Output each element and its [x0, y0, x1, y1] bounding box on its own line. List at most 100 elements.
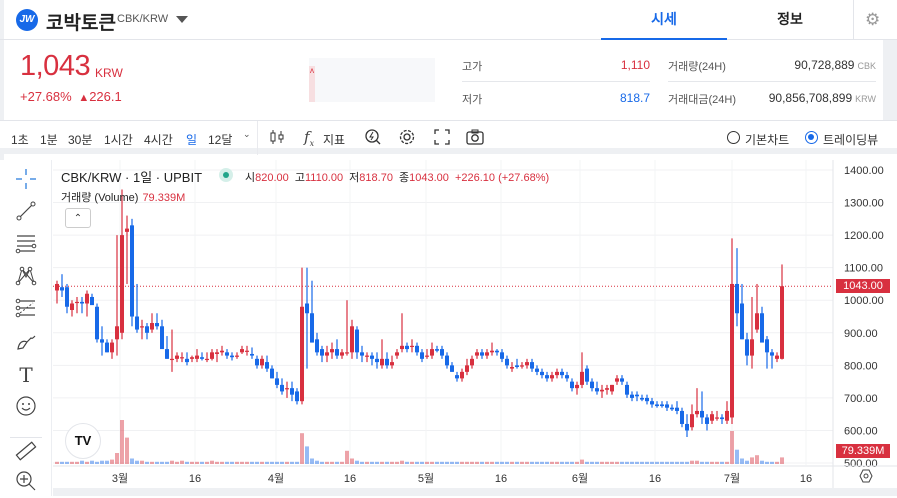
coin-pair[interactable]: CBK/KRW — [117, 13, 169, 25]
divider — [462, 81, 650, 82]
crosshair-icon[interactable] — [14, 168, 38, 192]
timeframe-30m[interactable]: 30분 — [68, 133, 93, 147]
camera-icon[interactable] — [465, 128, 485, 150]
tab-quote[interactable]: 시세 — [601, 0, 727, 40]
mini-bar — [309, 66, 315, 102]
text-tool-icon[interactable]: T — [19, 363, 33, 387]
tab-info[interactable]: 정보 — [777, 11, 803, 27]
high-value: 1110.00 — [304, 172, 344, 184]
svg-text:1100.00: 1100.00 — [844, 263, 883, 275]
up-arrow-icon: ▲ — [78, 92, 90, 104]
amount-24h-number: 90,856,708,899 — [768, 91, 853, 105]
volume-24h-unit: CBK — [857, 61, 876, 71]
change-percent: +27.68% — [20, 89, 72, 104]
ruler-icon[interactable] — [14, 440, 38, 464]
volume-badge: 79.339M — [836, 444, 890, 458]
radio-tradingview[interactable] — [805, 131, 818, 144]
timeframe-4h[interactable]: 4시간 — [144, 133, 173, 147]
amount-24h-label: 거래대금(24H) — [668, 94, 736, 106]
low-label: 저가 — [462, 94, 483, 106]
open-value: 820.00 — [255, 172, 289, 184]
svg-text:16: 16 — [189, 473, 201, 485]
divider — [257, 121, 258, 155]
timeframe-1h[interactable]: 1시간 — [104, 133, 133, 147]
volume-24h-number: 90,728,889 — [794, 58, 855, 72]
volume-value: 79.339M — [142, 192, 186, 204]
svg-text:4월: 4월 — [268, 472, 284, 485]
coin-header: JW 코박토큰 CBK/KRW 시세 정보 ⚙ — [0, 0, 897, 40]
amount-24h-value: 90,856,708,899 KRW — [730, 91, 876, 105]
price-unit: KRW — [95, 66, 123, 80]
high-label: 고가 — [462, 61, 483, 73]
mini-sparkline-chart: ʌ — [309, 58, 435, 102]
svg-text:16: 16 — [800, 473, 812, 485]
volume-24h-label: 거래량(24H) — [668, 61, 726, 73]
basic-chart-label[interactable]: 기본차트 — [745, 133, 790, 147]
axis-settings-icon[interactable] — [859, 469, 873, 486]
settings-icon[interactable] — [398, 128, 416, 150]
tradingview-label[interactable]: 트레이딩뷰 — [823, 133, 879, 147]
volume-label: 거래량 (Volume) — [61, 192, 139, 204]
sparkline: ʌ — [310, 66, 314, 75]
chart-toolbar: 1초 1분 30분 1시간 4시간 일 12달 ⌄ fx 지표 기본차트 트레이… — [0, 120, 897, 155]
candlestick-chart-svg[interactable]: 1400.00 1300.00 1200.00 1100.00 1000.00 900.0… — [53, 160, 897, 496]
svg-text:6월: 6월 — [572, 472, 588, 485]
low-value: 818.70 — [359, 172, 393, 184]
emoji-icon[interactable] — [14, 395, 38, 419]
pattern-icon[interactable] — [14, 265, 38, 289]
fib-retracement-icon[interactable] — [14, 297, 38, 321]
low-value: 818.7 — [619, 91, 650, 105]
change-amount: 226.1 — [89, 89, 122, 104]
divider — [853, 0, 854, 40]
last-price-badge: 1043.00 — [836, 279, 890, 293]
svg-text:5월: 5월 — [418, 472, 434, 485]
volume-legend: 거래량 (Volume) 79.339M — [61, 189, 185, 205]
close-value: 1043.00 — [409, 172, 449, 184]
indicator-button[interactable]: 지표 — [323, 133, 346, 147]
svg-text:16: 16 — [649, 473, 661, 485]
radio-basic-chart[interactable] — [727, 131, 740, 144]
timeframe-1m[interactable]: 1분 — [40, 133, 58, 147]
amount-24h-unit: KRW — [855, 94, 876, 104]
zoom-in-icon[interactable] — [14, 470, 38, 494]
low-label: 저 — [349, 172, 360, 184]
svg-text:3월: 3월 — [112, 472, 128, 485]
gear-icon[interactable]: ⚙ — [865, 10, 881, 29]
close-label: 종 — [399, 172, 410, 184]
timeframe-1s[interactable]: 1초 — [11, 133, 29, 147]
change-value: +226.10 (+27.68%) — [454, 172, 550, 184]
function-icon[interactable]: fx — [304, 128, 315, 148]
tradingview-logo[interactable]: TV — [65, 423, 101, 459]
quick-search-icon[interactable] — [364, 128, 382, 150]
svg-text:7월: 7월 — [724, 472, 740, 485]
svg-text:500.00: 500.00 — [844, 458, 878, 470]
brush-icon[interactable] — [14, 330, 38, 354]
high-value: 1,110 — [620, 58, 650, 72]
svg-text:1400.00: 1400.00 — [844, 165, 884, 177]
coin-name[interactable]: 코박토큰 — [46, 13, 116, 34]
chart-symbol-title: CBK/KRW · 1일 · UPBIT — [61, 170, 203, 185]
price-chart[interactable]: 1400.00 1300.00 1200.00 1100.00 1000.00 900.0… — [53, 160, 897, 496]
scrollbar-track[interactable] — [883, 40, 897, 120]
market-status-icon — [219, 168, 233, 182]
timeframe-12mo[interactable]: 12달 — [208, 133, 233, 147]
svg-text:800.00: 800.00 — [844, 360, 878, 372]
open-label: 시 — [245, 172, 256, 184]
parallel-lines-icon[interactable] — [14, 232, 38, 256]
svg-text:600.00: 600.00 — [844, 425, 878, 437]
candlestick-icon[interactable] — [268, 128, 286, 150]
current-price: 1,043 — [20, 50, 91, 82]
volume-24h-value: 90,728,889 CBK — [730, 58, 876, 72]
svg-text:700.00: 700.00 — [844, 393, 878, 405]
svg-text:900.00: 900.00 — [844, 328, 878, 340]
divider — [10, 437, 42, 438]
chevron-down-icon[interactable] — [176, 16, 188, 23]
trend-line-icon[interactable] — [14, 200, 38, 224]
svg-text:16: 16 — [344, 473, 356, 485]
timeframe-1d[interactable]: 일 — [186, 133, 198, 147]
chevron-down-icon[interactable]: ⌄ — [243, 129, 251, 139]
fullscreen-icon[interactable] — [433, 128, 451, 150]
ohlc-legend: 시820.00 고1110.00 저818.70 종1043.00 +226.1… — [245, 169, 552, 185]
svg-text:1000.00: 1000.00 — [844, 295, 884, 307]
collapse-legend-button[interactable]: ⌃ — [65, 208, 91, 228]
